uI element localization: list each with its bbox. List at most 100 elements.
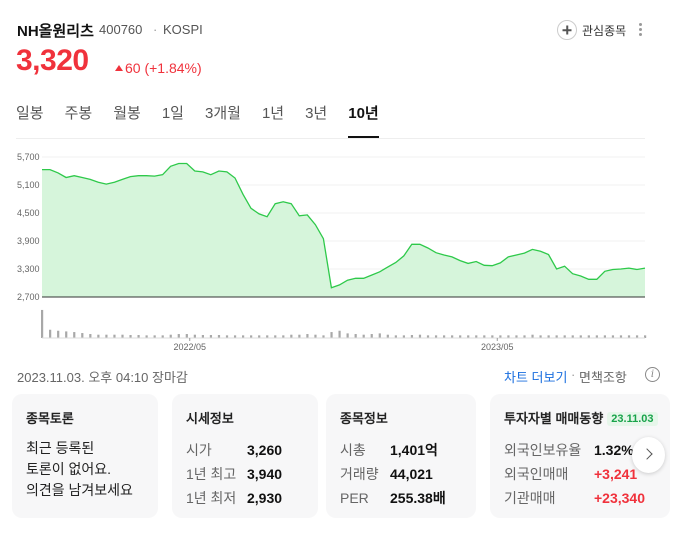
x-tick-label: 2023/05 <box>481 342 514 352</box>
volume-bar <box>362 334 365 338</box>
investor-trend-card-title: 투자자별 매매동향 23.11.03 <box>504 408 658 427</box>
tab-divider <box>16 138 645 139</box>
volume-bar <box>113 334 116 338</box>
investor-trend-title: 투자자별 매매동향 <box>504 411 604 426</box>
investor-trend-date-badge: 23.11.03 <box>607 412 658 426</box>
price-change-value: 60 (+1.84%) <box>125 60 202 76</box>
tab-1-day[interactable]: 1일 <box>161 105 184 122</box>
volume-bar <box>193 334 196 338</box>
stock-info-value: 255.38배 <box>390 490 446 506</box>
volume-bar <box>595 335 598 338</box>
volume-bar <box>137 335 140 338</box>
volume-bar <box>499 335 502 338</box>
volume-bar <box>563 335 566 338</box>
volume-bar <box>579 335 582 338</box>
volume-bar <box>266 335 269 338</box>
stock-info-label: PER <box>340 490 369 506</box>
volume-bar <box>426 335 430 338</box>
volume-bar <box>394 335 397 338</box>
volume-bar <box>354 334 357 338</box>
volume-bar <box>153 335 156 338</box>
stock-info-label: 거래량 <box>340 466 379 482</box>
market-info-label: 1년 최저 <box>186 490 237 506</box>
investor-trend-card[interactable]: 투자자별 매매동향 23.11.03 외국인보유율 1.32% 외국인매매 +3,24… <box>490 394 670 518</box>
stock-info-value: 1,401억 <box>390 442 438 458</box>
stock-info-label: 시총 <box>340 442 366 458</box>
status-separator: · <box>571 367 576 382</box>
tab-monthly[interactable]: 월봉 <box>113 105 141 122</box>
volume-bar <box>97 334 100 338</box>
market-info-card[interactable]: 시세정보 시가 3,260 1년 최고 3,940 1년 최저 2,930 <box>172 394 318 518</box>
x-tick-label: 2022/05 <box>173 342 206 352</box>
volume-bar <box>507 335 510 338</box>
add-favorite-button[interactable]: 관심종목 <box>557 18 626 42</box>
volume-bar <box>459 335 462 338</box>
tab-weekly[interactable]: 주봉 <box>64 105 93 122</box>
volume-bar <box>627 335 631 338</box>
stock-info-card[interactable]: 종목정보 시총 1,401억 거래량 44,021 PER 255.38배 <box>326 394 476 518</box>
volume-bar <box>619 335 623 338</box>
up-triangle-icon <box>115 65 123 71</box>
volume-bar <box>378 333 381 338</box>
stock-header: NH올원리츠 400760 · KOSPI 관심종목 <box>17 18 653 42</box>
volume-bar <box>169 334 172 338</box>
more-options-icon[interactable] <box>639 23 643 37</box>
next-cards-button[interactable] <box>632 437 665 473</box>
info-cards: 종목토론 최근 등록된 토론이 없어요. 의견을 남겨보세요 시세정보 시가 3,… <box>12 394 673 519</box>
volume-bar <box>491 335 494 338</box>
volume-bar <box>274 335 277 338</box>
volume-bar <box>217 335 221 338</box>
discussion-line: 토론이 없어요. <box>26 461 112 477</box>
add-favorite-label: 관심종목 <box>582 23 627 38</box>
volume-bar <box>282 335 285 338</box>
volume-bar <box>523 335 526 338</box>
volume-bar <box>531 334 534 338</box>
investor-trend-row: 외국인보유율 1.32% <box>504 438 656 462</box>
y-tick-label: 5,700 <box>17 152 40 162</box>
volume-bar <box>467 335 470 338</box>
volume-bar <box>49 329 52 338</box>
market-close-timestamp: 2023.11.03. 오후 04:10 장마감 <box>17 370 188 385</box>
tab-10-years[interactable]: 10년 <box>348 98 379 138</box>
price-line <box>42 162 646 289</box>
market-info-label: 시가 <box>186 442 212 458</box>
volume-bar <box>635 335 639 338</box>
y-tick-label: 4,500 <box>17 208 40 218</box>
volume-bar <box>177 334 180 338</box>
volume-bar <box>443 335 446 338</box>
volume-bar <box>338 330 341 338</box>
volume-bar <box>233 335 237 338</box>
disclaimer-link[interactable]: 면책조항 <box>579 370 627 385</box>
volume-bar <box>515 335 518 338</box>
price-change: 60 (+1.84%) <box>115 60 202 76</box>
stock-separator: · <box>153 22 158 37</box>
y-tick-label: 3,300 <box>17 264 40 274</box>
market-info-value: 3,260 <box>247 442 283 458</box>
volume-bar <box>185 334 188 338</box>
volume-bar <box>475 335 478 338</box>
investor-trend-row: 외국인매매 +3,241 <box>504 462 656 486</box>
tab-1-year[interactable]: 1년 <box>261 105 285 122</box>
price-chart[interactable]: 5,700 5,100 4,500 3,900 3,300 2,700 2022/05 202… <box>0 145 673 360</box>
volume-bar <box>242 335 245 338</box>
volume-bar <box>611 335 615 338</box>
volume-bar <box>370 334 373 338</box>
volume-bar <box>418 334 422 338</box>
info-icon[interactable]: i <box>645 367 660 382</box>
chart-more-link[interactable]: 차트 더보기 <box>504 370 568 385</box>
stock-info-card-title: 종목정보 <box>340 411 388 426</box>
tab-3-years[interactable]: 3년 <box>305 105 328 122</box>
tab-3-months[interactable]: 3개월 <box>204 105 241 122</box>
volume-bar <box>402 335 405 338</box>
y-tick-label: 2,700 <box>17 292 40 302</box>
volume-bar <box>451 335 454 338</box>
volume-bar <box>483 335 486 338</box>
volume-bar <box>73 332 76 338</box>
investor-trend-value: 1.32% <box>594 442 634 458</box>
discussion-card[interactable]: 종목토론 최근 등록된 토론이 없어요. 의견을 남겨보세요 <box>12 394 158 518</box>
market-info-row: 1년 최저 2,930 <box>186 486 304 510</box>
investor-trend-label: 기관매매 <box>504 490 556 506</box>
tab-daily[interactable]: 일봉 <box>16 105 44 122</box>
investor-trend-label: 외국인매매 <box>504 466 569 482</box>
volume-bar <box>322 335 325 338</box>
